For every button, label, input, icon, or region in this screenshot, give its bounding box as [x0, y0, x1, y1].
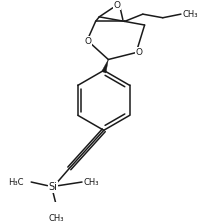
Text: O: O [136, 48, 143, 57]
Text: Si: Si [49, 182, 57, 192]
Text: CH₃: CH₃ [183, 10, 198, 19]
Text: CH₃: CH₃ [84, 177, 99, 187]
Text: O: O [114, 0, 121, 10]
Text: H₃C: H₃C [8, 177, 24, 187]
Polygon shape [102, 59, 108, 73]
Text: O: O [85, 37, 92, 46]
Text: CH₃: CH₃ [49, 214, 64, 221]
